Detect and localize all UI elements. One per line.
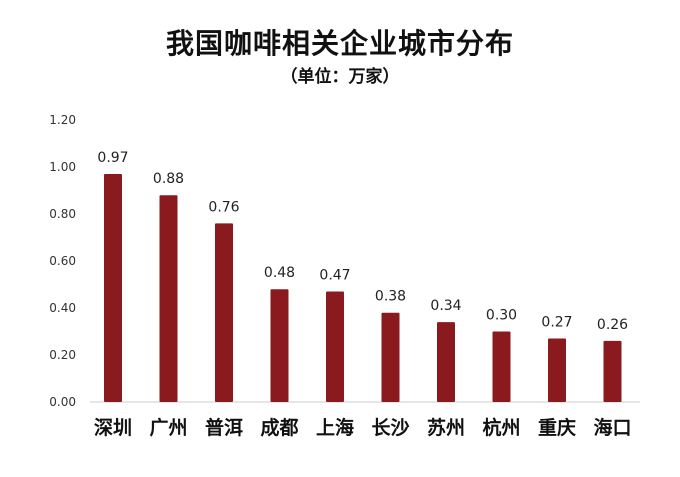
y-tick-label: 1.00 [49, 160, 76, 174]
category-label: 上海 [316, 416, 354, 439]
bar [492, 331, 511, 402]
bar [215, 223, 233, 402]
data-label: 0.47 [319, 268, 350, 284]
data-label: 0.97 [97, 150, 128, 166]
y-tick-label: 0.40 [49, 301, 76, 315]
bar [159, 195, 178, 402]
bar [437, 322, 455, 402]
data-label: 0.27 [541, 315, 572, 331]
data-label: 0.48 [264, 265, 295, 281]
y-tick-label: 0.00 [49, 395, 76, 409]
category-label: 杭州 [482, 416, 520, 439]
category-label: 长沙 [371, 417, 409, 439]
y-axis-ticks: 0.00 0.20 0.40 0.60 0.80 1.00 1.20 [49, 113, 76, 409]
category-label: 深圳 [94, 416, 132, 439]
y-tick-label: 0.80 [49, 207, 76, 221]
bar [326, 291, 344, 402]
bar [381, 312, 400, 402]
data-label: 0.26 [597, 317, 628, 333]
category-label: 普洱 [205, 416, 243, 439]
category-label: 成都 [260, 416, 298, 439]
category-label: 重庆 [538, 416, 576, 439]
category-labels: 深圳 广州 普洱 成都 上海 长沙 苏州 杭州 重庆 海口 [94, 416, 632, 439]
data-label: 0.34 [430, 298, 461, 314]
bars [104, 174, 622, 402]
category-label: 广州 [149, 416, 187, 439]
bar [603, 340, 622, 402]
category-label: 海口 [593, 416, 631, 439]
chart-title: 我国咖啡相关企业城市分布 [165, 27, 514, 60]
y-tick-label: 1.20 [49, 113, 76, 127]
y-tick-label: 0.60 [49, 254, 76, 268]
data-labels: 0.97 0.88 0.76 0.48 0.47 0.38 0.34 0.30 0.27 0.26 [97, 150, 628, 333]
data-label: 0.76 [208, 199, 239, 215]
category-label: 苏州 [427, 416, 465, 439]
bar [548, 338, 566, 402]
bar [270, 289, 289, 402]
data-label: 0.88 [153, 171, 184, 187]
bar [104, 174, 122, 402]
chart-subtitle: （单位：万家） [280, 67, 400, 87]
data-label: 0.30 [486, 308, 517, 324]
y-tick-label: 0.20 [49, 348, 76, 362]
data-label: 0.38 [375, 289, 406, 305]
